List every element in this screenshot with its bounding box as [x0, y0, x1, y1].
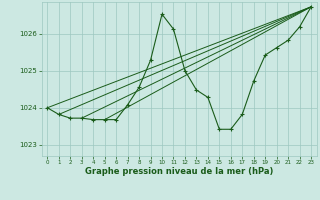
X-axis label: Graphe pression niveau de la mer (hPa): Graphe pression niveau de la mer (hPa) — [85, 167, 273, 176]
